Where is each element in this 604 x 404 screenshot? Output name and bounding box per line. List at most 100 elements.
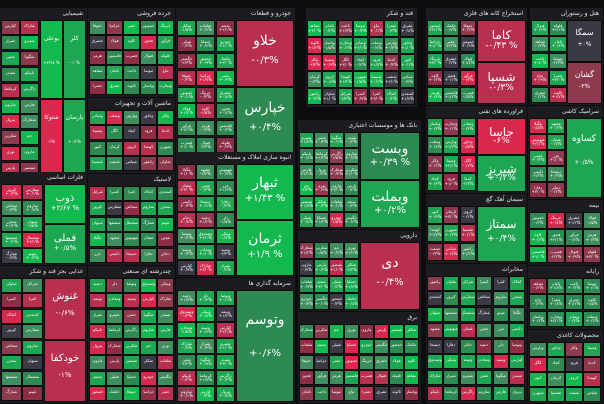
stock-tile[interactable]: وکار +۰/۶% [427,155,443,173]
stock-tile[interactable]: وسپه -۲/۳% [216,244,235,260]
stock-tile[interactable]: مارون +۳/۰% [329,180,344,196]
stock-tile[interactable]: کلر -۰/۰% [63,20,86,99]
stock-tile[interactable]: سشمال [123,217,140,232]
stock-tile[interactable]: شکلر [404,324,419,339]
stock-tile[interactable]: وخاور [547,342,565,357]
stock-tile[interactable]: وصادر [89,110,106,125]
stock-tile[interactable]: کپارس [1,20,20,35]
stock-tile[interactable]: کسعدی [157,186,174,201]
stock-tile[interactable]: کرمان [106,141,123,156]
stock-tile[interactable]: ثعمرا +۰/۸% [547,294,565,310]
stock-tile[interactable]: دسبحا +۰/۱% [196,196,215,212]
stock-tile[interactable]: شگویا +۰/۹% [196,354,215,370]
stock-tile[interactable]: کاوه -۱/۵% [196,103,215,119]
stock-tile[interactable]: ثاخت [314,386,329,401]
stock-tile[interactable]: شبهرن +۰/۳% [443,224,459,242]
stock-tile[interactable]: ونیکی [157,278,174,293]
stock-tile[interactable]: کسرا [1,293,22,308]
stock-tile[interactable]: فملی +۰/۵% [44,224,86,264]
stock-tile[interactable]: شاوان [157,156,174,171]
stock-tile[interactable]: سفارس [22,324,43,339]
stock-tile[interactable]: شرانل [22,278,43,293]
stock-tile[interactable]: شبندر [1,67,20,82]
stock-tile[interactable]: خزامیا [140,386,157,401]
stock-tile[interactable]: شاروم +۰/۶% [344,148,359,164]
stock-tile[interactable]: ثباغ [344,386,359,401]
stock-tile[interactable]: کپرور [89,201,106,216]
stock-tile[interactable]: کپرور [443,291,459,306]
stock-tile[interactable]: وبملت +۰/۲% [360,180,420,228]
stock-tile[interactable]: شکلر -۲/۳% [344,259,359,276]
stock-tile[interactable]: نوری +۲/۱% [344,242,359,259]
stock-tile[interactable]: وسپه [493,354,509,369]
stock-tile[interactable]: شکربن [314,324,329,339]
stock-tile[interactable]: خشرق +۰/۸% [216,87,235,103]
stock-tile[interactable]: خرینگ -۰/۳% [196,87,215,103]
stock-tile[interactable]: کپرور +۰/۳% [1,184,22,200]
stock-tile[interactable]: فخوز +۰/۱% [443,70,459,86]
stock-tile[interactable]: ثعمرا [359,386,374,401]
stock-tile[interactable]: شنفت -۰/۳% [427,243,443,261]
stock-tile[interactable]: سمتاز +۰/۴% [477,206,526,262]
stock-tile[interactable]: شخارک [20,114,39,129]
stock-tile[interactable]: شکلر -۱/۵% [177,20,196,36]
stock-tile[interactable]: پترول [89,340,106,355]
stock-tile[interactable]: وخاور +۱/۰% [400,37,415,54]
stock-tile[interactable]: شخارک +۱/۲% [299,242,314,259]
stock-tile[interactable]: رانفور [140,156,157,171]
stock-tile[interactable]: دفارا +۳/۰% [529,182,547,198]
stock-tile[interactable]: شبصیر [389,324,404,339]
stock-tile[interactable]: ساروم [22,340,43,355]
stock-tile[interactable]: کسعدی [22,309,43,324]
stock-tile[interactable]: شاوان [1,278,22,293]
stock-tile[interactable]: خمحور +۰/۹% [196,53,215,69]
stock-tile[interactable]: خودرو [140,371,157,386]
stock-tile[interactable]: ثاخت +۱/۰% [531,53,549,69]
stock-tile[interactable]: سخاش [476,291,492,306]
stock-tile[interactable]: شبهرن -۱/۵% [353,71,368,88]
stock-tile[interactable]: شسپا -۰/۳% [477,62,526,104]
stock-tile[interactable]: شفن [476,370,492,385]
stock-tile[interactable]: غشان -۰/۷% [547,134,565,150]
stock-tile[interactable]: کسعدی +۱/۷% [400,88,415,105]
stock-tile[interactable]: کنور +۰/۱% [400,54,415,71]
stock-tile[interactable]: خرینگ +۰/۸% [547,212,565,229]
stock-tile[interactable]: خمحور [389,339,404,354]
stock-tile[interactable]: شبصیر +۱/۰% [329,259,344,276]
stock-tile[interactable]: کروی +۰/۸% [322,71,337,88]
stock-tile[interactable]: فرآور +۲/۱% [177,120,196,136]
stock-tile[interactable]: رانفور +۱/۲% [460,243,476,261]
stock-tile[interactable]: شتوکا -۶% [40,99,63,178]
stock-tile[interactable]: خساپا [123,371,140,386]
stock-tile[interactable]: شجم +۳/۰% [314,276,329,293]
stock-tile[interactable]: کچاد +۰/۴% [427,173,443,191]
stock-tile[interactable]: شکربن [1,130,20,145]
stock-tile[interactable]: وصندوق +۲/۱% [196,228,215,244]
stock-tile[interactable]: خگستر [374,339,389,354]
stock-tile[interactable]: سفارس [460,291,476,306]
stock-tile[interactable]: دفارا -۰/۳% [216,196,235,212]
stock-tile[interactable]: غچین -۰/۲% [196,180,215,196]
stock-tile[interactable]: فخوز [299,370,314,385]
stock-tile[interactable]: خموتور [344,355,359,370]
stock-tile[interactable]: غشهد +۰/۶% [547,118,565,134]
stock-tile[interactable]: دفارا [140,248,157,263]
stock-tile[interactable]: زاگرس +۰/۳% [216,370,235,386]
stock-tile[interactable]: شپترو [106,309,123,324]
stock-tile[interactable]: غزر [493,323,509,338]
stock-tile[interactable]: دجابر +۰/۸% [177,212,196,228]
stock-tile[interactable]: کخاک [509,276,525,291]
stock-tile[interactable]: جم [20,130,39,145]
stock-tile[interactable]: خگستر +۰/۱% [314,293,329,310]
stock-tile[interactable]: فنوال +۰/۹% [565,246,583,263]
stock-tile[interactable]: وصندوق [427,354,443,369]
stock-tile[interactable]: شبهرن [157,141,174,156]
stock-tile[interactable]: خموتور +۰/۹% [460,36,476,52]
stock-tile[interactable]: ثشاهد -۰/۷% [531,36,549,52]
stock-tile[interactable]: شفن +۰/۳% [314,132,329,148]
stock-tile[interactable]: وبیمه [89,293,106,308]
stock-tile[interactable]: کخاک [1,309,22,324]
stock-tile[interactable]: کدما [157,125,174,140]
stock-tile[interactable]: وپارس +۰/۴% [384,37,399,54]
stock-tile[interactable]: کچاد [547,357,565,372]
